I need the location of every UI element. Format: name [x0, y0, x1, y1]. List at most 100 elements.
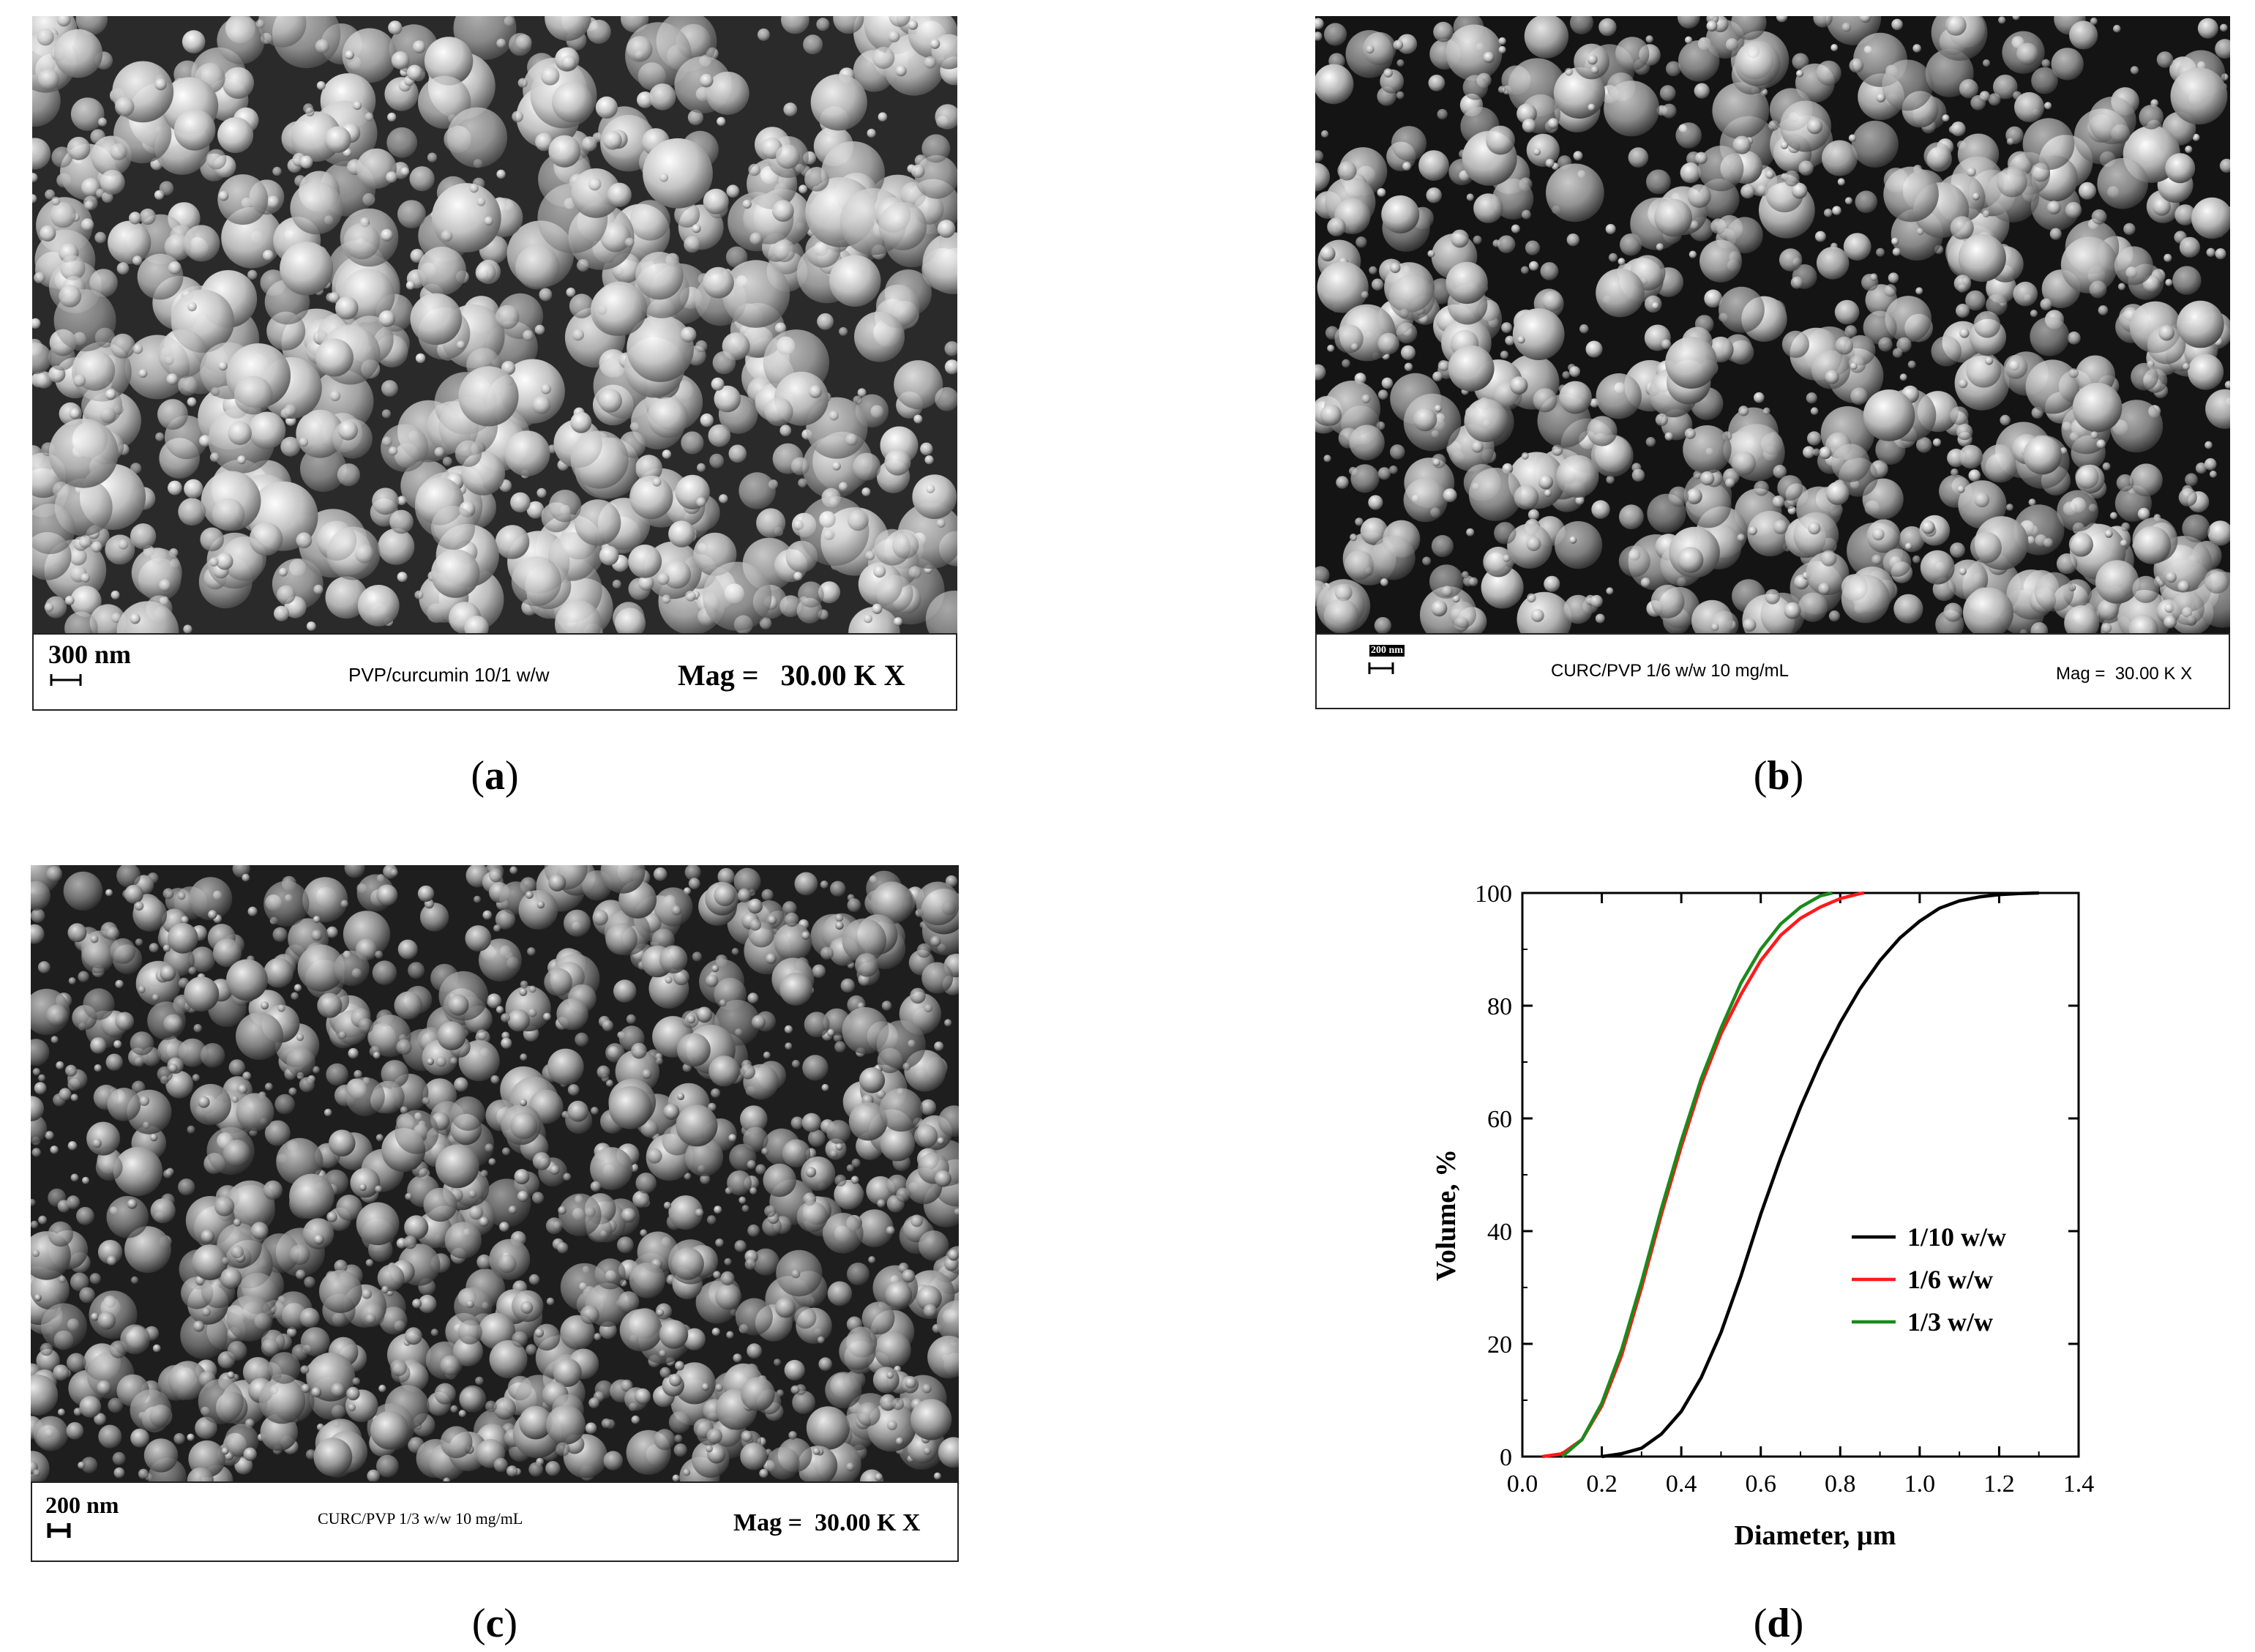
particle [113, 1146, 163, 1197]
particle [326, 1211, 337, 1222]
particle [680, 326, 697, 343]
sem-micrograph-a [32, 16, 957, 633]
particle [367, 1469, 380, 1481]
particle [183, 624, 192, 633]
x-tick-label: 0.8 [1825, 1470, 1856, 1498]
particle [98, 117, 108, 127]
particle [1334, 583, 1353, 602]
particle [717, 867, 735, 886]
particle [358, 1018, 374, 1034]
particle [1569, 366, 1581, 378]
particle [1413, 407, 1437, 432]
particle [501, 1037, 512, 1049]
particle [50, 202, 76, 228]
particle [280, 242, 334, 296]
particle [891, 1397, 905, 1410]
particle [923, 1304, 938, 1318]
particle [2114, 246, 2153, 285]
particle [1403, 478, 1448, 523]
particle [1731, 16, 1767, 40]
particle [1396, 59, 1405, 67]
particle [89, 1273, 101, 1285]
particle [31, 1198, 36, 1206]
particle [803, 34, 823, 55]
particle [788, 1431, 797, 1440]
particle [2165, 572, 2177, 583]
particle [200, 1043, 225, 1068]
particle [743, 1126, 769, 1152]
particle [2171, 591, 2204, 625]
particle [1790, 276, 1803, 289]
particle [94, 1064, 102, 1072]
particle [1896, 337, 1912, 353]
particle [517, 1190, 529, 1203]
sample-label-a: PVP/curcumin 10/1 w/w [348, 664, 550, 686]
particle [1704, 289, 1723, 308]
particle [2097, 157, 2148, 209]
particle [209, 557, 219, 567]
particle [791, 1060, 800, 1068]
particle [507, 1009, 530, 1032]
particle [59, 1088, 72, 1101]
particle [376, 884, 398, 906]
particle [276, 1137, 324, 1185]
particle [231, 1095, 239, 1103]
particle [277, 1004, 285, 1012]
particle [1473, 235, 1482, 244]
particle [1825, 482, 1850, 505]
particle [1950, 216, 1974, 240]
particle [2098, 305, 2109, 315]
particle [138, 1468, 149, 1479]
particle [1432, 458, 1440, 466]
particle [190, 1083, 231, 1126]
particle [1596, 268, 1645, 318]
particle [1360, 517, 1388, 545]
particle [738, 472, 776, 509]
particle [916, 943, 932, 958]
particle [1850, 387, 1869, 405]
particle [397, 572, 408, 583]
particle [272, 166, 282, 176]
particle [640, 1229, 648, 1237]
particle [767, 915, 777, 925]
particle [706, 1428, 722, 1444]
particle [1830, 44, 1839, 52]
particle [372, 487, 399, 515]
particle [154, 78, 167, 91]
scale-label-a: 300 nm [48, 640, 132, 669]
particle [375, 1134, 384, 1142]
particle [569, 294, 594, 318]
particle [2220, 23, 2228, 32]
particle [727, 1170, 752, 1195]
particle [671, 905, 682, 916]
particle [1388, 274, 1435, 321]
particle [922, 232, 957, 294]
particle [64, 595, 75, 605]
particle [1784, 602, 1801, 619]
particle [356, 1202, 400, 1246]
particle [1780, 141, 1789, 149]
particle [1363, 31, 1396, 66]
particle [533, 1323, 561, 1351]
particle [201, 1307, 211, 1317]
particle [552, 81, 593, 123]
particle [2156, 51, 2174, 68]
particle [878, 112, 888, 122]
particle [90, 1037, 107, 1054]
particle [2030, 622, 2049, 633]
particle [631, 1415, 640, 1424]
particle [1951, 468, 1959, 476]
particle [255, 19, 265, 29]
particle [624, 237, 635, 247]
particle [51, 1036, 59, 1044]
particle [2068, 368, 2079, 378]
particle [419, 902, 449, 932]
particle [1988, 93, 2001, 106]
particle [1323, 455, 1331, 463]
particle [296, 409, 345, 458]
particle [713, 1271, 721, 1279]
particle [2047, 201, 2061, 214]
particle [2075, 465, 2099, 489]
particle [627, 36, 653, 62]
particle [657, 572, 670, 586]
